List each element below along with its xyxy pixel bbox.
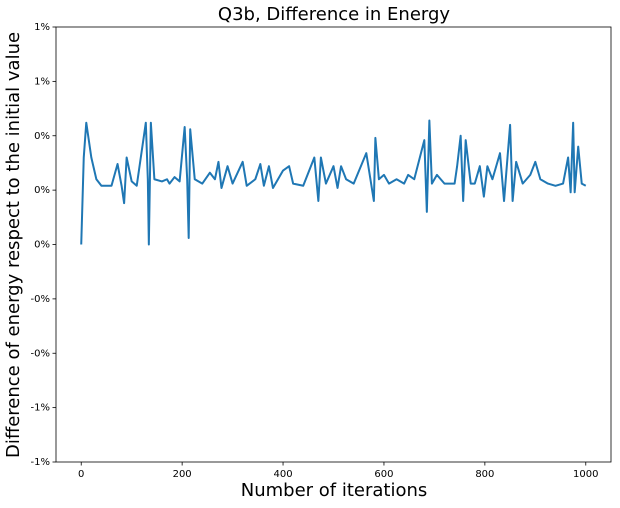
y-tick-label: 1% [34, 76, 50, 87]
y-tick-label: -0% [31, 348, 50, 359]
x-tick-label: 0 [78, 469, 84, 480]
y-tick-label: 0% [34, 240, 50, 251]
chart-title: Q3b, Difference in Energy [218, 4, 451, 25]
x-tick-label: 800 [475, 469, 494, 480]
x-tick-label: 400 [273, 469, 292, 480]
x-axis-label: Number of iterations [241, 480, 428, 501]
x-tick-label: 600 [374, 469, 393, 480]
y-axis-label: Difference of energy respect to the init… [3, 32, 24, 458]
y-tick-label: 0% [34, 131, 50, 142]
plot-area [55, 26, 612, 463]
y-tick-label: -0% [31, 294, 50, 305]
y-tick-label: 0% [34, 185, 50, 196]
y-tick-label: 1% [34, 22, 50, 33]
y-tick-label: -1% [31, 457, 50, 468]
x-tick-label: 1000 [573, 469, 598, 480]
y-tick-label: -1% [31, 403, 50, 414]
data-line [80, 119, 587, 246]
x-tick-label: 200 [173, 469, 192, 480]
